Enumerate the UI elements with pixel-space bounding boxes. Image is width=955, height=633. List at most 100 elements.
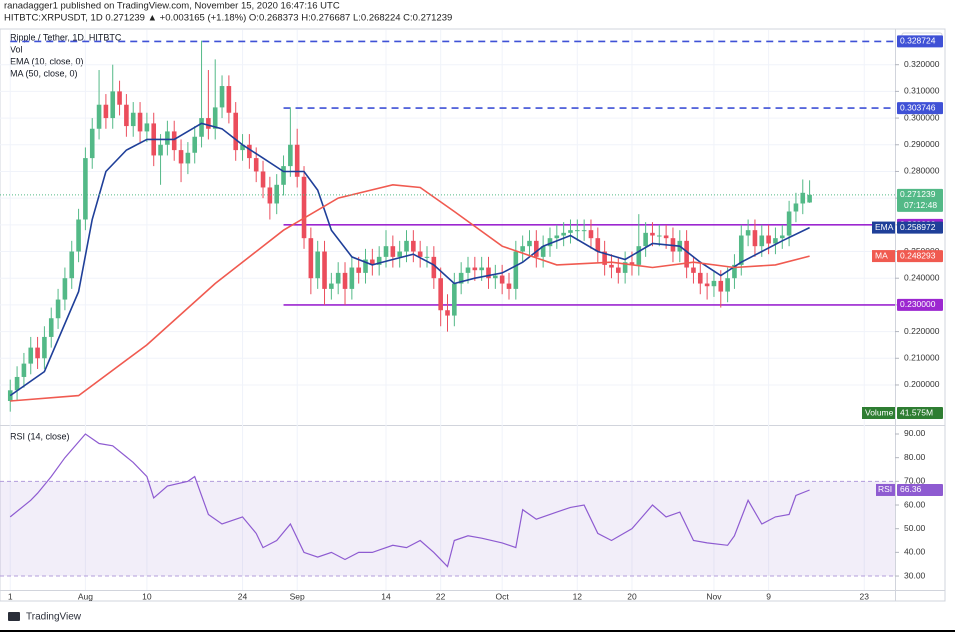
candle-body <box>315 251 320 279</box>
candle-body <box>527 240 532 247</box>
candle-body <box>192 136 198 153</box>
ma-legend: MA (50, close, 0) <box>10 68 78 78</box>
candle-body <box>568 230 573 233</box>
candle-body <box>513 251 519 289</box>
candle-body <box>110 91 116 119</box>
candle-body <box>493 275 498 279</box>
candle-body <box>21 363 27 377</box>
x-tick-label: 9 <box>766 591 771 601</box>
footer-text: TradingView <box>26 612 82 623</box>
candle-body <box>656 235 662 237</box>
x-tick-label: 10 <box>142 591 152 601</box>
candle-body <box>438 278 443 311</box>
indicator-value-tag-label: 0.258972 <box>900 222 936 232</box>
candle-body <box>588 230 594 239</box>
candle-body <box>329 283 334 289</box>
candle-body <box>390 246 396 257</box>
candle-body <box>28 347 34 364</box>
candle-body <box>404 240 409 252</box>
candle-body <box>472 267 478 271</box>
x-tick-label: Aug <box>78 591 93 601</box>
y-tick-label: 0.300000 <box>904 112 940 122</box>
candle-body <box>540 246 546 257</box>
candle-body <box>732 264 737 279</box>
candle-body <box>643 232 648 247</box>
candle-body <box>650 232 655 236</box>
candle-body <box>124 104 129 127</box>
candle-body <box>69 251 75 279</box>
candle-body <box>616 267 621 273</box>
indicator-tag-name: MA <box>875 250 888 260</box>
candle-body <box>253 158 259 172</box>
y-tick-label: 0.280000 <box>904 166 940 176</box>
candle-body <box>397 251 402 257</box>
x-tick-label: 24 <box>238 591 248 601</box>
candle-body <box>479 267 484 271</box>
candle-body <box>370 259 375 265</box>
y-tick-label: 0.320000 <box>904 59 940 69</box>
candle-body <box>629 262 635 265</box>
rsi-tick-label: 70.00 <box>904 476 926 486</box>
candle-body <box>684 240 689 268</box>
candle-body <box>445 310 450 316</box>
volume-tag-name: Volume <box>865 407 894 417</box>
candle-body <box>738 235 744 265</box>
rsi-tick-label: 60.00 <box>904 499 926 509</box>
x-tick-label: 14 <box>381 591 391 601</box>
x-tick-label: 20 <box>627 591 637 601</box>
y-tick-label: 0.310000 <box>904 86 940 96</box>
candle-body <box>322 251 327 289</box>
candle-body <box>697 272 703 284</box>
candle-body <box>288 144 293 167</box>
chart-title: Ripple / Tether, 1D, HITBTC <box>10 32 122 42</box>
candle-body <box>171 131 177 151</box>
candle-body <box>807 194 812 203</box>
candle-body <box>35 347 40 359</box>
indicator-value-tag-box <box>897 250 943 263</box>
candle-body <box>240 144 245 151</box>
candle-body <box>267 187 273 204</box>
last-price-label: 0.271239 <box>900 189 936 199</box>
y-tick-label: 0.240000 <box>904 272 940 282</box>
logo-icon <box>8 612 20 621</box>
candle-body <box>226 86 232 113</box>
level-tag-box <box>897 298 943 311</box>
indicator-line <box>9 122 810 397</box>
candle-body <box>718 280 724 292</box>
candle-body <box>219 86 225 108</box>
candle-body <box>691 267 696 273</box>
volume-tag-box <box>862 407 895 419</box>
level-tag-box <box>897 35 943 48</box>
candle-body <box>745 230 751 236</box>
candle-body <box>206 118 211 129</box>
candle-body <box>793 203 799 212</box>
candle-body <box>725 278 730 292</box>
level-tag-label: 0.328724 <box>900 36 936 46</box>
indicator-line <box>10 183 810 402</box>
y-tick-label: 0.210000 <box>904 353 940 363</box>
rsi-tick-label: 50.00 <box>904 523 926 533</box>
rsi-tag-name: RSI <box>878 484 892 494</box>
candle-body <box>55 299 61 319</box>
candle-body <box>301 176 307 239</box>
volume-value-label: 41.575M <box>900 407 933 417</box>
x-tick-label: Nov <box>706 591 722 601</box>
candle-body <box>581 230 587 232</box>
indicator-value-tag-label: 0.248293 <box>900 250 936 260</box>
x-tick-label: 1 <box>8 591 13 601</box>
candle-body <box>711 280 717 287</box>
candle-body <box>137 112 143 132</box>
level-tag-label: 0.230000 <box>900 299 936 309</box>
candle-body <box>260 171 266 188</box>
candle-body <box>752 230 758 247</box>
candle-body <box>424 256 430 258</box>
candle-body <box>622 262 628 273</box>
candle-body <box>165 131 170 145</box>
x-tick-label: Oct <box>496 591 510 601</box>
candle-body <box>595 238 601 252</box>
candle-body <box>520 246 525 252</box>
candle-body <box>411 240 416 252</box>
candle-body <box>376 256 382 265</box>
candle-body <box>274 184 279 204</box>
author-line: ranadagger1 published on TradingView.com… <box>4 1 340 12</box>
